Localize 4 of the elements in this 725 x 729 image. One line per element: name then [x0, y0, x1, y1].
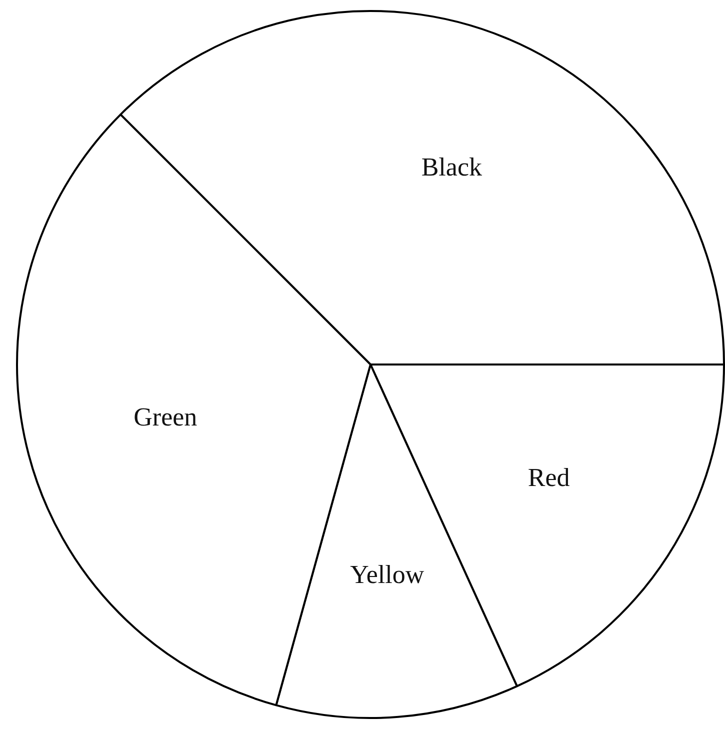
slice-label: Red	[528, 463, 570, 492]
slice-label: Black	[421, 152, 482, 182]
slice-label: Yellow	[350, 560, 424, 589]
slice-label: Green	[134, 402, 198, 432]
